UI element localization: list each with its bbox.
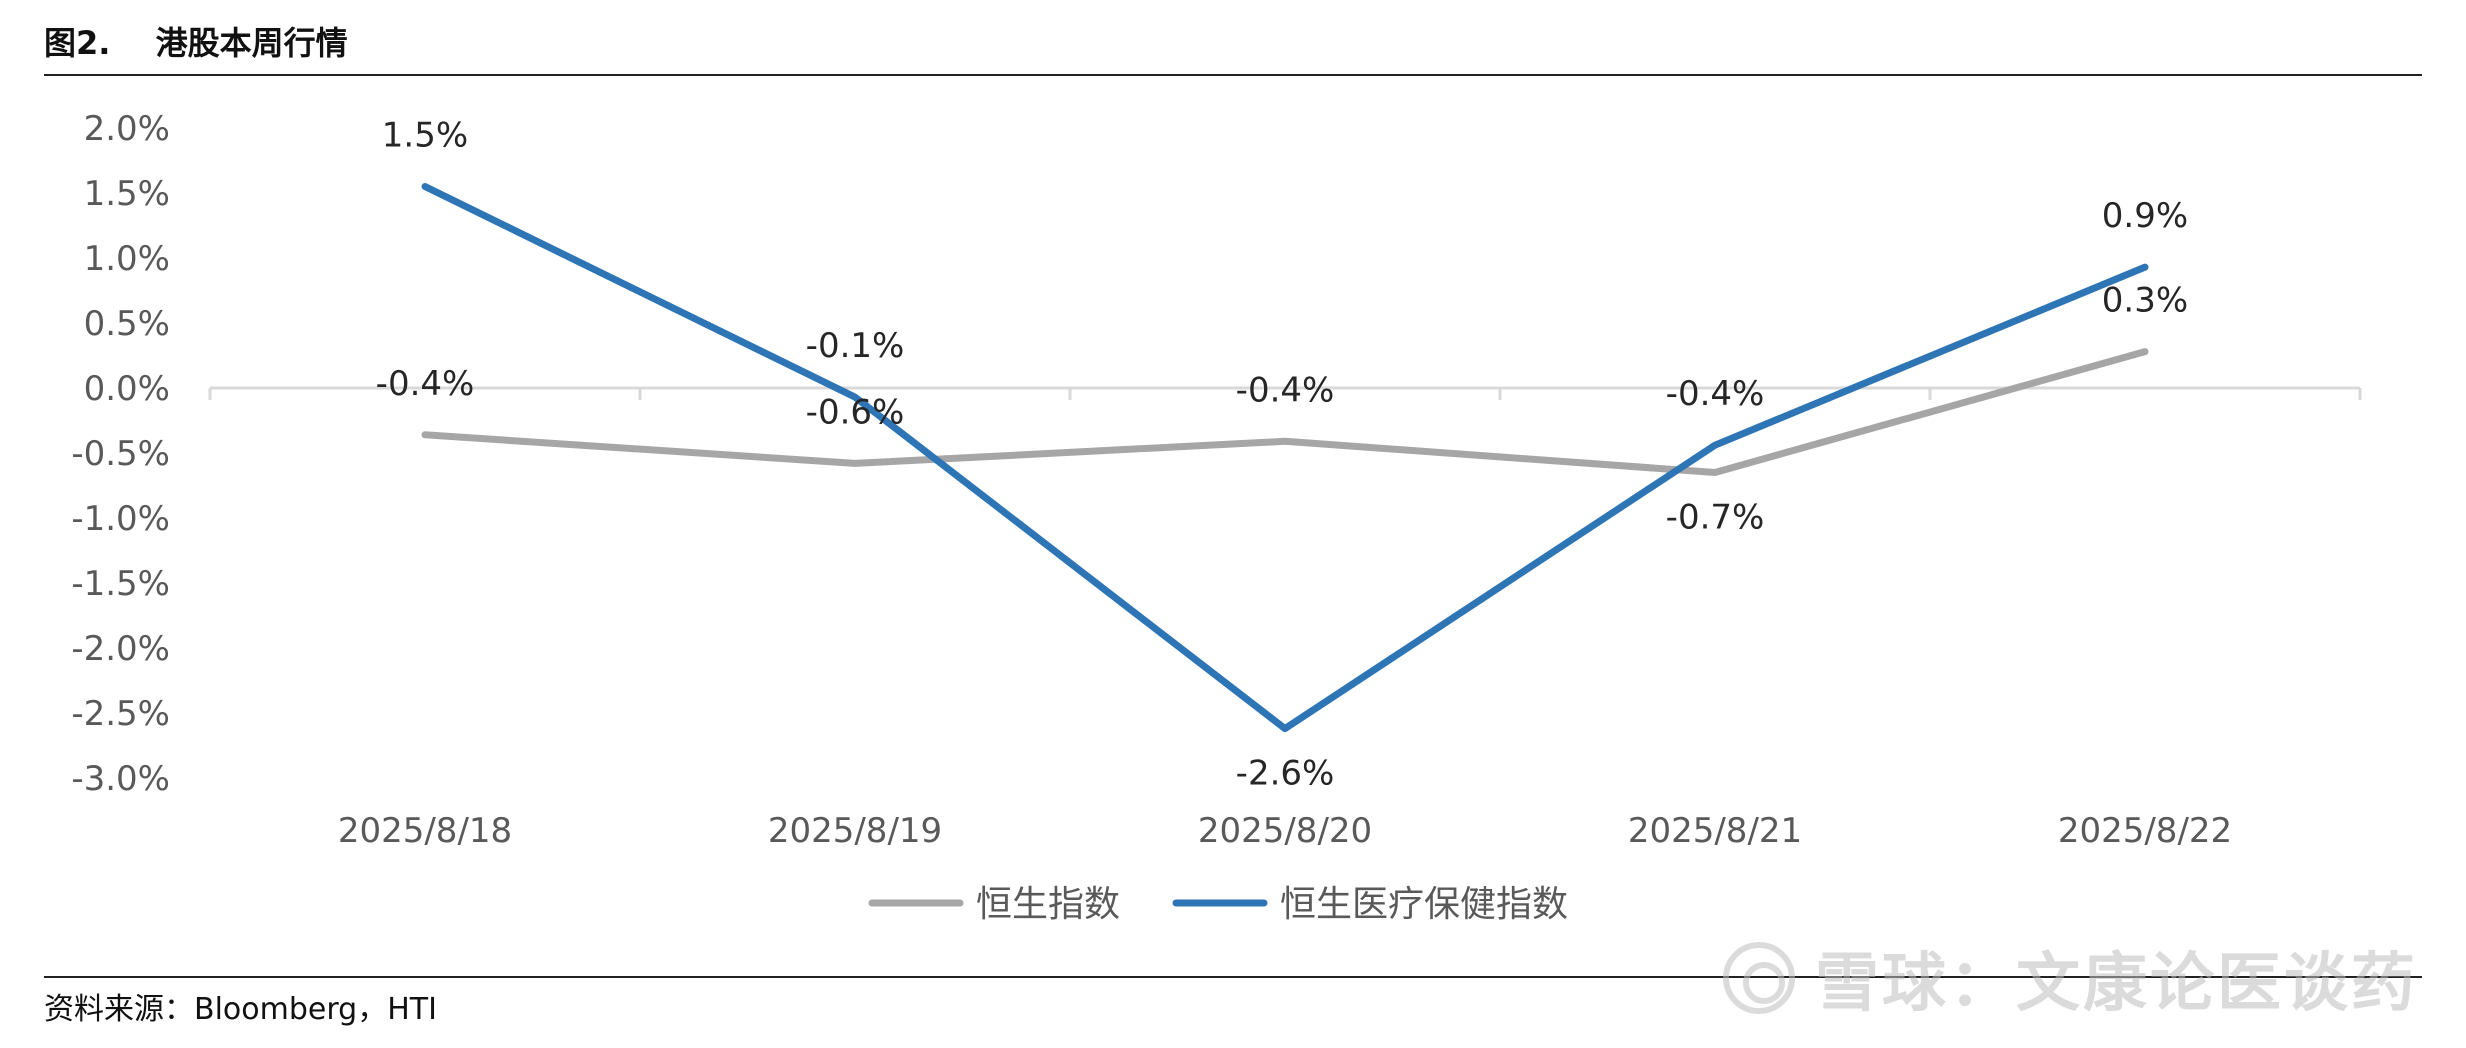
- y-tick-label: 2.0%: [84, 109, 170, 149]
- figure-title: 图2. 港股本周行情: [44, 18, 348, 64]
- watermark: 雪球：文康论医谈药: [1723, 932, 2418, 1024]
- data-label: 1.5%: [382, 116, 468, 156]
- data-label: -0.4%: [1236, 370, 1335, 410]
- y-tick-label: -1.5%: [71, 564, 170, 604]
- y-tick-label: -1.0%: [71, 499, 170, 539]
- figure-number: 图2.: [44, 24, 111, 62]
- x-tick-label: 2025/8/19: [768, 811, 942, 851]
- bottom-rule: [44, 976, 2422, 978]
- data-label: 0.3%: [2102, 281, 2188, 321]
- watermark-text: 雪球：文康论医谈药: [1815, 947, 2418, 1021]
- y-tick-label: -3.0%: [71, 759, 170, 799]
- y-tick-label: -0.5%: [71, 434, 170, 474]
- x-tick-label: 2025/8/18: [338, 811, 512, 851]
- y-tick-label: 1.5%: [84, 174, 170, 214]
- data-label: 0.9%: [2102, 196, 2188, 236]
- x-tick-label: 2025/8/20: [1198, 811, 1372, 851]
- y-tick-label: 1.0%: [84, 239, 170, 279]
- top-rule: [44, 74, 2422, 76]
- y-tick-label: 0.5%: [84, 304, 170, 344]
- figure-caption: 港股本周行情: [155, 24, 348, 62]
- x-tick-label: 2025/8/22: [2058, 811, 2232, 851]
- series-line-2: [421, 183, 2149, 733]
- legend-label-2: 恒生医疗保健指数: [1280, 884, 1568, 925]
- data-label: -0.4%: [376, 364, 475, 404]
- data-label: -0.7%: [1666, 498, 1765, 538]
- source-note: 资料来源：Bloomberg，HTI: [44, 992, 437, 1027]
- data-label: -0.4%: [1666, 374, 1765, 414]
- legend-label-1: 恒生指数: [976, 884, 1120, 925]
- data-label: -0.6%: [806, 392, 905, 432]
- series-line-1: [421, 348, 2149, 476]
- data-label: -2.6%: [1236, 754, 1335, 794]
- x-tick-label: 2025/8/21: [1628, 811, 1802, 851]
- y-tick-label: -2.0%: [71, 629, 170, 669]
- snowball-logo-icon: [1723, 942, 1795, 1014]
- y-tick-label: -2.5%: [71, 694, 170, 734]
- data-label: -0.1%: [806, 326, 905, 366]
- y-tick-label: 0.0%: [84, 369, 170, 409]
